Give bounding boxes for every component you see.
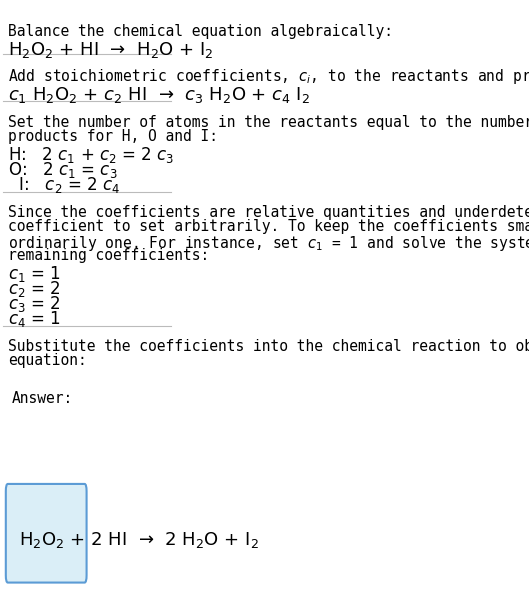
Text: $c_1$ = 1: $c_1$ = 1 [8, 264, 60, 284]
Text: H$_2$O$_2$ + HI  →  H$_2$O + I$_2$: H$_2$O$_2$ + HI → H$_2$O + I$_2$ [8, 40, 213, 60]
Text: equation:: equation: [8, 353, 87, 368]
Text: remaining coefficients:: remaining coefficients: [8, 248, 209, 263]
FancyBboxPatch shape [6, 484, 87, 583]
Text: ordinarily one. For instance, set $c_1$ = 1 and solve the system of equations fo: ordinarily one. For instance, set $c_1$ … [8, 234, 529, 253]
Text: $c_4$ = 1: $c_4$ = 1 [8, 309, 60, 329]
Text: coefficient to set arbitrarily. To keep the coefficients small, the arbitrary va: coefficient to set arbitrarily. To keep … [8, 219, 529, 234]
Text: products for H, O and I:: products for H, O and I: [8, 129, 218, 144]
Text: Add stoichiometric coefficients, $c_i$, to the reactants and products:: Add stoichiometric coefficients, $c_i$, … [8, 67, 529, 86]
Text: I:   $c_2$ = 2 $c_4$: I: $c_2$ = 2 $c_4$ [8, 175, 120, 195]
Text: $c_2$ = 2: $c_2$ = 2 [8, 279, 60, 299]
Text: Set the number of atoms in the reactants equal to the number of atoms in the: Set the number of atoms in the reactants… [8, 115, 529, 130]
Text: Substitute the coefficients into the chemical reaction to obtain the balanced: Substitute the coefficients into the che… [8, 339, 529, 354]
Text: O:   2 $c_1$ = $c_3$: O: 2 $c_1$ = $c_3$ [8, 160, 117, 180]
Text: $c_1$ H$_2$O$_2$ + $c_2$ HI  →  $c_3$ H$_2$O + $c_4$ I$_2$: $c_1$ H$_2$O$_2$ + $c_2$ HI → $c_3$ H$_2… [8, 85, 310, 105]
Text: Answer:: Answer: [12, 391, 74, 405]
Text: H:   2 $c_1$ + $c_2$ = 2 $c_3$: H: 2 $c_1$ + $c_2$ = 2 $c_3$ [8, 145, 174, 165]
Text: Since the coefficients are relative quantities and underdetermined, choose a: Since the coefficients are relative quan… [8, 205, 529, 220]
Text: H$_2$O$_2$ + 2 HI  →  2 H$_2$O + I$_2$: H$_2$O$_2$ + 2 HI → 2 H$_2$O + I$_2$ [19, 530, 259, 550]
Text: $c_3$ = 2: $c_3$ = 2 [8, 294, 60, 314]
Text: Balance the chemical equation algebraically:: Balance the chemical equation algebraica… [8, 24, 393, 39]
